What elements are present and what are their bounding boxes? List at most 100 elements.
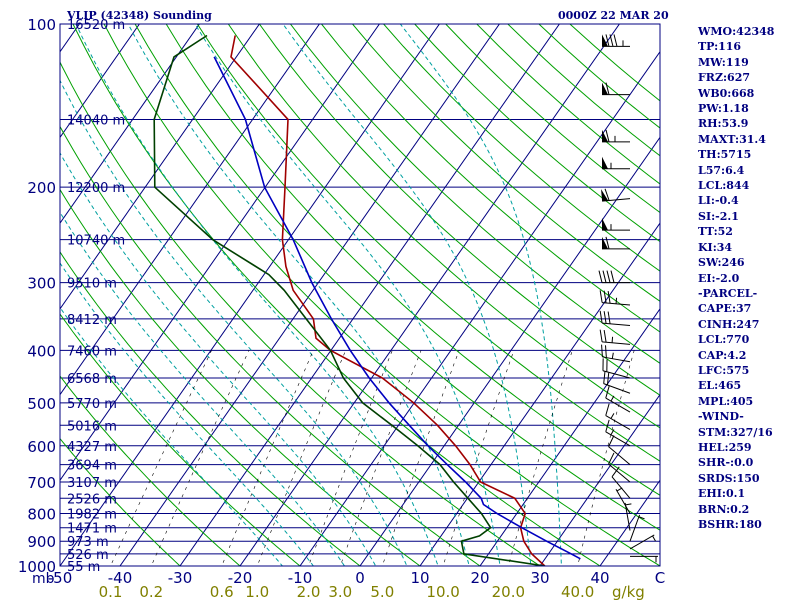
wind-barb (602, 34, 630, 47)
wind-barb (602, 156, 630, 170)
height-label: 12200 m (67, 181, 125, 196)
height-label: 1471 m (67, 522, 117, 537)
pressure-tick-label: 100 (27, 16, 56, 34)
mixing-ratio-line (507, 350, 573, 566)
height-label: 55 m (67, 560, 100, 575)
pressure-tick-label: 900 (27, 533, 56, 551)
dry-adiabat (321, 24, 660, 333)
moist-adiabat (127, 24, 470, 566)
moist-adiabat (399, 24, 562, 566)
temperature-tick-label: 40 (590, 569, 609, 587)
height-label: 5770 m (67, 397, 117, 412)
height-label: 16520 m (67, 18, 125, 33)
mixing-ratio-line (256, 350, 346, 566)
moist-adiabat (282, 24, 532, 566)
wind-barb (602, 82, 630, 96)
wind-barb (605, 403, 631, 430)
height-label: 1982 m (67, 507, 117, 522)
mixing-ratio-label: 0.1 (99, 583, 123, 600)
diagram-grid (0, 12, 660, 578)
dry-adiabat (103, 24, 660, 566)
index-1: TP:116 (698, 40, 742, 54)
dry-adiabat (196, 24, 660, 462)
index-12: SI:-2.1 (698, 209, 739, 223)
index-4: WB0:668 (698, 86, 755, 100)
dry-adiabat (290, 24, 660, 364)
temperature-trace (230, 35, 546, 566)
mixing-ratio-label: 3.0 (328, 583, 352, 600)
wind-barb (608, 435, 631, 465)
index-29: SRDS:150 (698, 471, 760, 485)
temperature-tick-label: 20 (470, 569, 489, 587)
dry-adiabat (60, 375, 241, 566)
height-label: 3107 m (67, 476, 117, 491)
index-15: SW:246 (698, 256, 745, 270)
temperature-tick-label: -40 (108, 569, 133, 587)
pressure-tick-label: 700 (27, 474, 56, 492)
temperature-tick-label: 30 (530, 569, 549, 587)
height-label: 973 m (67, 535, 109, 550)
wind-barb (629, 514, 645, 542)
isotherm--100 (60, 24, 141, 139)
height-label: 6568 m (67, 372, 117, 387)
mixing-ratio-line (577, 350, 635, 566)
height-label: 14040 m (67, 113, 125, 128)
index-7: MAXT:31.4 (698, 132, 766, 146)
mixing-ratio-line (110, 350, 212, 566)
moist-adiabat (194, 24, 501, 566)
isotherm--70 (60, 24, 321, 396)
height-label: 2526 m (67, 492, 117, 507)
moist-adiabat (60, 79, 408, 566)
dry-adiabat (383, 24, 660, 272)
isotherm--20 (239, 24, 621, 566)
wind-barb-column (598, 34, 658, 563)
mixing-ratio-label: 0.6 (210, 583, 234, 600)
mixing-ratio-label: 40.0 (561, 583, 594, 600)
isotherm--60 (60, 24, 381, 482)
wind-barb (605, 419, 631, 447)
isotherm--90 (60, 24, 201, 225)
pressure-tick-label: 600 (27, 438, 56, 456)
height-label: 9510 m (67, 277, 117, 292)
wind-barb (603, 371, 631, 394)
pressure-tick-label: 500 (27, 395, 56, 413)
wind-barb (629, 534, 656, 550)
wind-barb (601, 188, 631, 202)
wind-barb (611, 466, 631, 499)
temperature-tick-label: 0 (355, 569, 365, 587)
height-label: 4327 m (67, 440, 117, 455)
temperature-tick-label: -30 (168, 569, 193, 587)
height-label: 3694 m (67, 459, 117, 474)
wind-barb (598, 270, 630, 284)
index-25: -WIND- (698, 410, 744, 424)
mixing-ratio-label: 5.0 (370, 583, 394, 600)
index-27: HEL:259 (698, 440, 752, 454)
isotherm--120 (0, 12, 28, 578)
index-20: LCL:770 (698, 333, 750, 347)
index-10: LCL:844 (698, 179, 750, 193)
isotherm--40 (119, 24, 501, 566)
height-label: 10740 m (67, 234, 125, 249)
dry-adiabat (134, 24, 660, 531)
mixing-ratio-label: 20.0 (492, 583, 525, 600)
wind-barb (602, 218, 630, 231)
dry-adiabat (60, 251, 361, 566)
wind-barb (599, 310, 631, 327)
moist-adiabat (60, 211, 346, 566)
pressure-tick-label: 400 (27, 342, 56, 360)
sounding-indices-list: WMO:42348 TP:116 MW:119 FRZ:627 WB0:668 PW:1.… (698, 24, 798, 532)
isotherm--80 (60, 24, 261, 310)
index-3: FRZ:627 (698, 71, 751, 85)
sounding-traces (153, 34, 581, 566)
isotherm-20 (479, 307, 660, 566)
dry-adiabat (227, 24, 660, 429)
plot-frame (59, 23, 661, 567)
index-32: BSHR:180 (698, 518, 762, 531)
wind-barb (602, 236, 630, 250)
index-11: LI:-0.4 (698, 194, 739, 208)
index-18: CAPE:37 (698, 302, 752, 316)
dewpoint-trace (153, 34, 545, 566)
wind-barb (608, 452, 631, 483)
